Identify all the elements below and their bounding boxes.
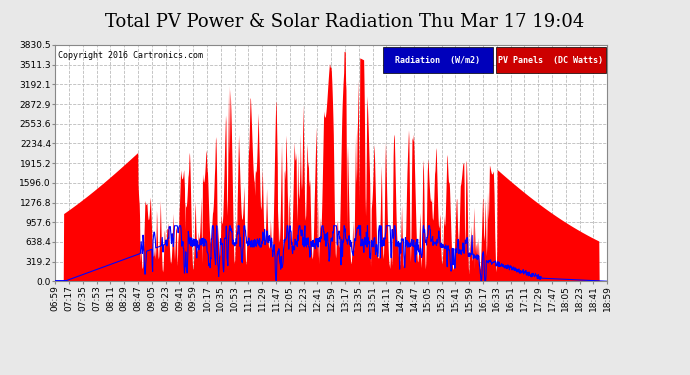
Text: PV Panels  (DC Watts): PV Panels (DC Watts) xyxy=(498,56,603,65)
Text: Copyright 2016 Cartronics.com: Copyright 2016 Cartronics.com xyxy=(58,51,203,60)
Text: Total PV Power & Solar Radiation Thu Mar 17 19:04: Total PV Power & Solar Radiation Thu Mar… xyxy=(106,13,584,31)
Text: Radiation  (W/m2): Radiation (W/m2) xyxy=(395,56,480,65)
FancyBboxPatch shape xyxy=(382,47,493,74)
FancyBboxPatch shape xyxy=(495,47,606,74)
